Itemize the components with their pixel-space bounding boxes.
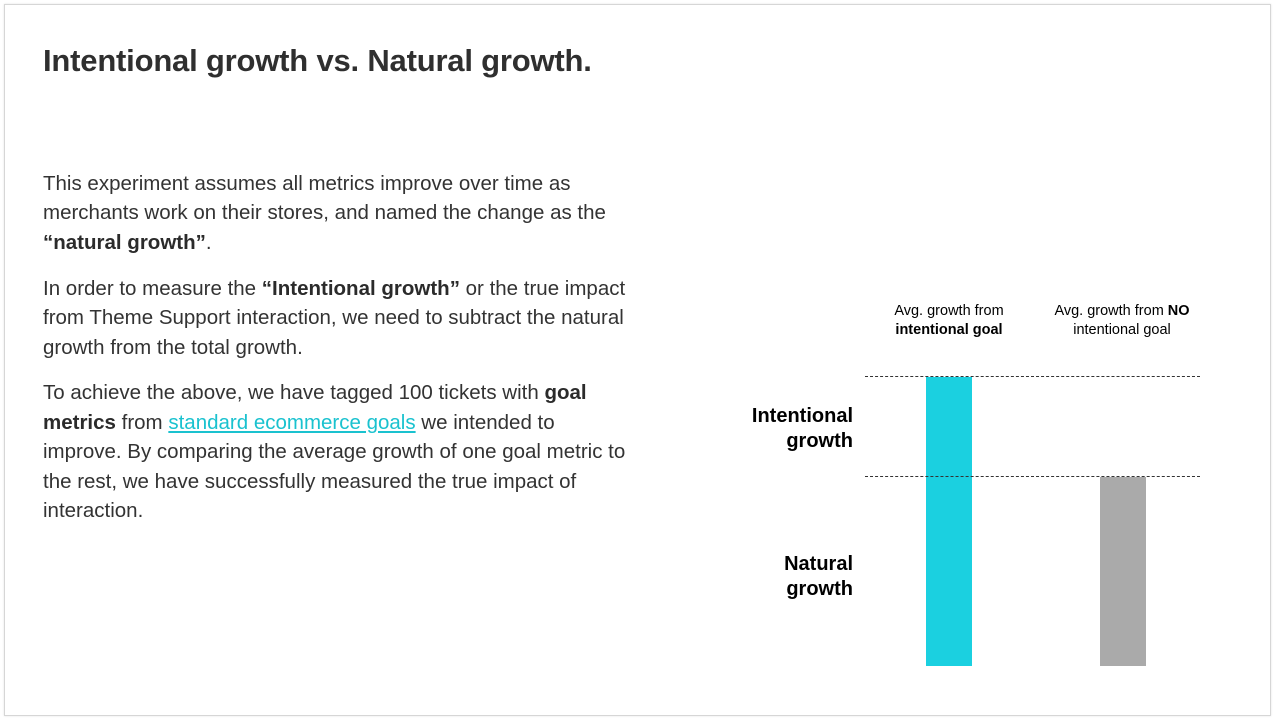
column-label-no-intentional-text: Avg. growth from [1054,303,1168,319]
row-label-natural-line1: Natural [784,553,853,575]
column-label-intentional-line2: intentional goal [895,322,1003,338]
body-text: This experiment assumes all metrics impr… [43,169,633,542]
column-label-intentional-line1: Avg. growth from [894,303,1004,319]
intentional-growth-top-line [865,376,1200,377]
paragraph2-bold: “Intentional growth” [261,276,460,300]
row-label-intentional-line2: growth [786,430,853,452]
column-label-intentional: Avg. growth from intentional goal [869,302,1029,340]
row-label-intentional-line1: Intentional [751,405,853,427]
row-label-natural-growth: Natural growth [705,552,853,602]
column-label-no-intentional: Avg. growth from NO intentional goal [1031,302,1213,340]
slide: Intentional growth vs. Natural growth. T… [4,4,1271,716]
column-label-no-bold: NO [1167,303,1190,319]
column-label-no-intentional-line1: Avg. growth from NO [1031,302,1213,321]
paragraph3-text2: from [115,410,169,434]
no-intentional-goal-bar [1100,477,1146,666]
row-label-natural-line2: growth [786,578,853,600]
paragraph3-bold: goal metrics [43,381,587,434]
paragraph2-text1: In order to measure the [43,276,262,300]
natural-growth-top-line [865,476,1200,477]
paragraph2-text2: or the true impact from Theme Support in… [43,276,626,359]
paragraph1-text1: This experiment assumes all metrics impr… [43,172,606,225]
standard-ecommerce-goals-link[interactable]: standard ecommerce goals [168,410,416,434]
paragraph-natural-growth: This experiment assumes all metrics impr… [43,169,633,257]
paragraph1-bold: “natural growth” [43,230,206,254]
intentional-goal-bar [926,377,972,666]
paragraph1-text2: . [205,230,212,254]
paragraph-goal-metrics: To achieve the above, we have tagged 100… [43,378,633,525]
paragraph-intentional-growth: In order to measure the “Intentional gro… [43,274,633,362]
paragraph3-text3: we intended to improve. By comparing the… [43,410,626,523]
column-label-no-intentional-line2: intentional goal [1073,322,1171,338]
paragraph3-text1: To achieve the above, we have tagged 100… [43,381,545,405]
slide-title: Intentional growth vs. Natural growth. [43,43,592,78]
row-label-intentional-growth: Intentional growth [705,404,853,454]
